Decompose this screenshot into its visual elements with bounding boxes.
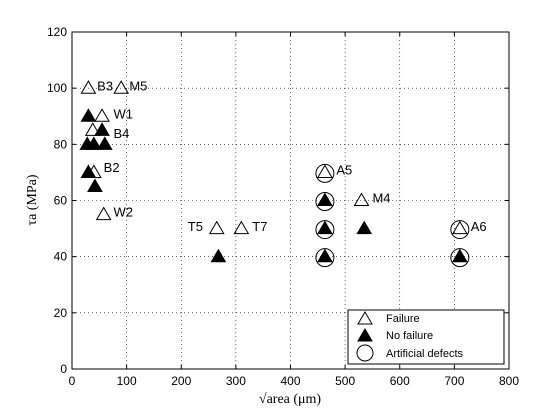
point-failure <box>233 220 250 235</box>
y-tick-label: 120 <box>47 25 67 39</box>
x-tick-label: 100 <box>117 374 137 388</box>
point-annotation: M4 <box>372 191 390 206</box>
point-no-failure <box>85 136 102 150</box>
y-tick-label: 80 <box>54 137 68 151</box>
point-failure <box>84 122 101 136</box>
point-annotation: T7 <box>252 219 267 234</box>
point-no-failure <box>87 178 103 192</box>
y-tick-label: 20 <box>54 306 68 320</box>
x-tick-label: 500 <box>335 374 355 388</box>
point-failure <box>80 80 97 94</box>
point-no-failure <box>210 248 227 263</box>
legend-marker-failure <box>357 311 373 325</box>
point-artificial-defect <box>315 248 335 268</box>
point-no-failure <box>317 248 333 263</box>
point-no-failure <box>94 122 110 136</box>
point-labels: B3 M5 W1 B4 B2 W2 T5 T7 A5 M4 A6 <box>97 78 487 233</box>
x-tick-label: 300 <box>226 374 246 388</box>
x-tick-label: 600 <box>390 374 410 388</box>
point-annotation: B3 <box>97 78 113 93</box>
legend-label-failure: Failure <box>386 313 420 325</box>
y-tick-label: 60 <box>54 194 68 208</box>
point-annotation: W2 <box>114 205 134 220</box>
point-artificial-defect <box>450 248 470 268</box>
point-no-failure <box>451 248 468 263</box>
point-no-failure <box>80 108 97 122</box>
point-annotation: B2 <box>104 160 120 175</box>
x-tick-label: 800 <box>499 374 519 388</box>
axis-ticks: 0 100 200 300 400 500 600 700 800 0 20 40 60 80 100 120 <box>47 25 519 388</box>
legend-marker-no-failure <box>357 328 373 342</box>
x-tick-label: 0 <box>69 374 76 388</box>
x-tick-label: 400 <box>280 374 300 388</box>
point-annotation: M5 <box>129 78 147 93</box>
point-artificial-defect <box>315 192 335 211</box>
point-failure <box>317 164 333 178</box>
x-tick-label: 700 <box>444 374 464 388</box>
point-annotation: B4 <box>114 126 130 141</box>
legend-label-artificial-defects: Artificial defects <box>386 348 464 360</box>
data-points <box>79 80 470 268</box>
legend-label-no-failure: No failure <box>386 330 433 342</box>
point-annotation: T5 <box>188 219 203 234</box>
point-failure <box>451 220 468 235</box>
point-artificial-defect <box>450 220 470 240</box>
point-no-failure <box>96 136 113 150</box>
x-tick-label: 200 <box>171 374 191 388</box>
y-tick-label: 0 <box>60 362 67 376</box>
point-artificial-defect <box>315 163 335 183</box>
grid <box>72 32 509 369</box>
y-axis-title: τa (MPa) <box>25 174 40 225</box>
point-failure <box>95 206 112 221</box>
legend-box <box>347 309 505 365</box>
point-failure <box>113 80 130 94</box>
point-no-failure <box>317 192 333 207</box>
point-no-failure <box>80 164 97 178</box>
point-artificial-defect <box>315 220 335 240</box>
point-failure <box>353 192 370 207</box>
point-annotation: A6 <box>471 219 487 234</box>
legend: Failure No failure Artificial defects <box>347 309 505 365</box>
x-axis-title: √area (μm) <box>259 392 322 407</box>
point-no-failure <box>317 220 333 235</box>
y-tick-label: 100 <box>47 81 67 95</box>
point-failure <box>94 108 110 122</box>
point-failure <box>208 220 225 235</box>
point-annotation: A5 <box>336 163 352 178</box>
y-tick-label: 40 <box>54 250 68 264</box>
legend-marker-artificial-defects <box>356 344 374 362</box>
point-annotation: W1 <box>114 106 134 121</box>
point-no-failure <box>356 220 373 235</box>
